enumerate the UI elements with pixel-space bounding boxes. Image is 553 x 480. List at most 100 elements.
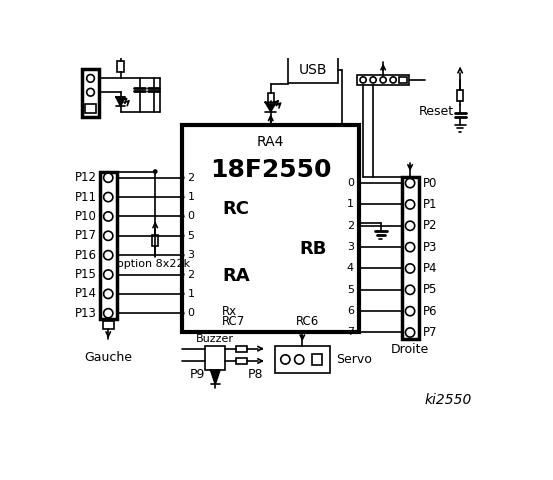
Circle shape <box>405 328 415 337</box>
Text: Servo: Servo <box>336 353 372 366</box>
Text: 5: 5 <box>187 231 195 241</box>
Bar <box>103 321 113 329</box>
Text: P6: P6 <box>422 305 437 318</box>
Polygon shape <box>116 97 125 106</box>
Circle shape <box>405 264 415 273</box>
Bar <box>117 61 124 72</box>
Circle shape <box>103 289 113 299</box>
Bar <box>457 90 463 101</box>
Bar <box>401 177 419 339</box>
Text: P4: P4 <box>422 262 437 275</box>
Text: 2: 2 <box>347 221 354 231</box>
Text: P3: P3 <box>422 240 437 253</box>
Circle shape <box>405 200 415 209</box>
Text: option 8x22k: option 8x22k <box>117 259 190 269</box>
Bar <box>182 125 359 332</box>
Text: 7: 7 <box>347 327 354 337</box>
Circle shape <box>103 192 113 202</box>
Circle shape <box>103 212 113 221</box>
Text: 1: 1 <box>347 200 354 209</box>
Bar <box>288 56 338 83</box>
Text: P2: P2 <box>422 219 437 232</box>
Circle shape <box>181 176 184 179</box>
Text: P9: P9 <box>190 368 205 381</box>
Text: 3: 3 <box>347 242 354 252</box>
Text: P11: P11 <box>75 191 97 204</box>
Bar <box>152 236 158 246</box>
Text: 1: 1 <box>187 192 195 202</box>
Circle shape <box>281 355 290 364</box>
Circle shape <box>181 253 184 257</box>
Text: 18F2550: 18F2550 <box>210 158 331 182</box>
Circle shape <box>295 355 304 364</box>
Text: Reset: Reset <box>419 105 454 118</box>
Circle shape <box>103 173 113 182</box>
Text: RC6: RC6 <box>296 315 319 328</box>
Circle shape <box>181 215 184 218</box>
Text: P14: P14 <box>75 288 97 300</box>
Circle shape <box>181 234 184 237</box>
Circle shape <box>154 170 156 173</box>
Circle shape <box>390 77 396 83</box>
Text: P10: P10 <box>75 210 97 223</box>
Circle shape <box>87 88 95 96</box>
Text: RC: RC <box>222 200 249 217</box>
Text: P8: P8 <box>248 368 263 381</box>
Polygon shape <box>211 370 220 384</box>
Text: RC7: RC7 <box>222 315 246 328</box>
Text: 2: 2 <box>187 173 195 183</box>
Text: P0: P0 <box>422 177 437 190</box>
Circle shape <box>370 77 376 83</box>
Circle shape <box>380 77 386 83</box>
Bar <box>311 354 322 365</box>
Text: 4: 4 <box>347 264 354 274</box>
Text: RB: RB <box>300 240 327 258</box>
Text: 1: 1 <box>187 289 195 299</box>
Text: P7: P7 <box>422 326 437 339</box>
Text: P13: P13 <box>75 307 97 320</box>
Text: 3: 3 <box>187 250 195 260</box>
Circle shape <box>181 312 184 315</box>
Bar <box>399 77 407 83</box>
Bar <box>85 104 96 113</box>
Circle shape <box>405 285 415 294</box>
Circle shape <box>405 179 415 188</box>
Text: Droite: Droite <box>391 343 429 356</box>
Polygon shape <box>265 102 276 111</box>
Circle shape <box>405 242 415 252</box>
Text: P5: P5 <box>422 283 437 296</box>
Circle shape <box>103 251 113 260</box>
Text: P1: P1 <box>422 198 437 211</box>
Text: Gauche: Gauche <box>84 351 132 364</box>
Text: 6: 6 <box>347 306 354 316</box>
Text: ki2550: ki2550 <box>424 393 472 407</box>
Text: USB: USB <box>299 62 327 76</box>
Circle shape <box>360 77 366 83</box>
Text: Rx: Rx <box>222 305 237 318</box>
Text: 2: 2 <box>187 270 195 279</box>
Circle shape <box>181 292 184 295</box>
Circle shape <box>181 195 184 199</box>
Text: P15: P15 <box>75 268 97 281</box>
Circle shape <box>103 270 113 279</box>
Bar <box>268 93 274 104</box>
Bar <box>100 171 117 319</box>
Text: P17: P17 <box>75 229 97 242</box>
Text: 5: 5 <box>347 285 354 295</box>
Bar <box>236 346 247 352</box>
Circle shape <box>103 309 113 318</box>
Bar <box>205 346 225 370</box>
Text: 0: 0 <box>187 211 195 221</box>
Circle shape <box>103 231 113 240</box>
Text: 0: 0 <box>187 308 195 318</box>
Text: Buzzer: Buzzer <box>196 335 234 345</box>
Bar <box>357 74 409 85</box>
Text: RA4: RA4 <box>257 135 284 149</box>
Bar <box>82 69 99 117</box>
Text: RA: RA <box>222 266 250 285</box>
Text: P16: P16 <box>75 249 97 262</box>
Circle shape <box>405 307 415 316</box>
Circle shape <box>181 273 184 276</box>
Text: 0: 0 <box>347 178 354 188</box>
Bar <box>274 346 330 373</box>
